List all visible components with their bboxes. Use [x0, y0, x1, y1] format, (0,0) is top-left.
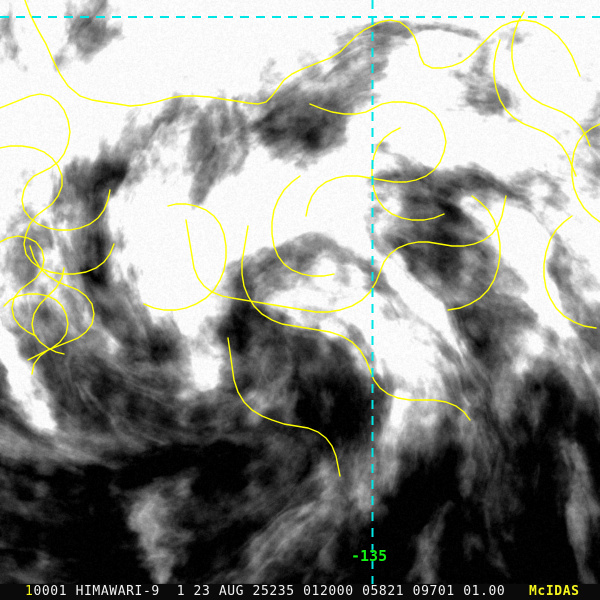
- coastline-path: [571, 123, 600, 223]
- longitude-label: -135: [351, 547, 388, 565]
- coastline-path: [271, 175, 335, 277]
- status-bar-fields: 0001 HIMAWARI-9 1 23 AUG 25235 012000 05…: [33, 584, 506, 599]
- coastline-overlay: [0, 0, 600, 477]
- coastline-path: [0, 93, 111, 231]
- coastline-path: [3, 293, 69, 361]
- mcidas-brand-label: McIDAS: [529, 584, 580, 599]
- coastline-path: [371, 127, 445, 221]
- coastline-path: [227, 337, 341, 477]
- coastline-path: [0, 145, 115, 275]
- coastline-path: [0, 235, 45, 337]
- status-bar: 10001 HIMAWARI-9 1 23 AUG 25235 012000 0…: [0, 584, 600, 600]
- status-lead-digit: 1: [25, 584, 34, 599]
- coastline-path: [511, 11, 591, 147]
- coastline-path: [493, 39, 577, 177]
- coastline-path: [447, 195, 501, 311]
- coastline-path: [31, 267, 65, 355]
- coastline-path: [305, 101, 447, 217]
- latlon-gridlines: [0, 0, 600, 585]
- coastline-path: [143, 203, 227, 311]
- coastline-path: [241, 225, 471, 421]
- status-bar-text: 10001 HIMAWARI-9 1 23 AUG 25235 012000 0…: [25, 585, 505, 599]
- coastline-path: [24, 0, 581, 107]
- coastline-path: [543, 215, 597, 329]
- coastline-path: [185, 195, 507, 313]
